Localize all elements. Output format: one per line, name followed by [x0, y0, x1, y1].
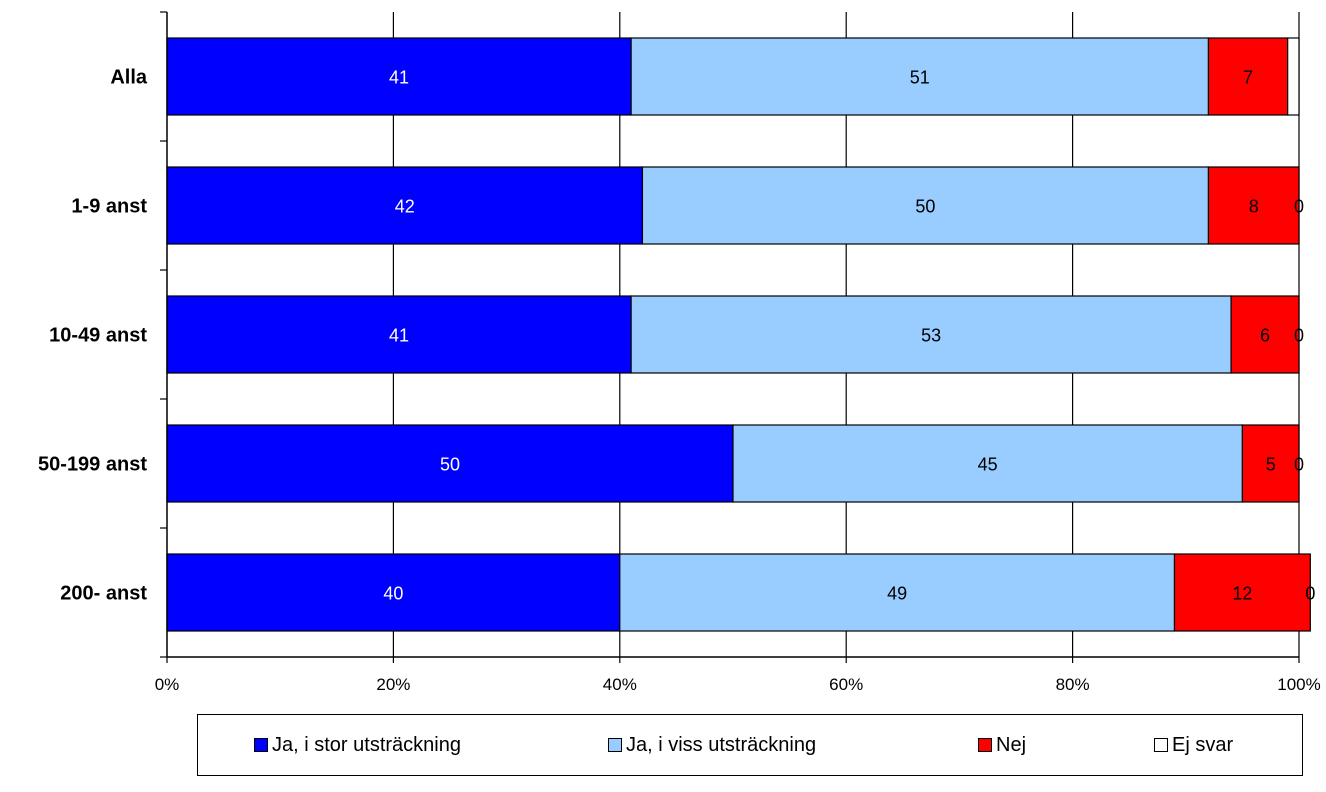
x-tick-label: 20% — [376, 675, 410, 694]
data-label: 7 — [1243, 68, 1253, 88]
bar-segment — [1287, 37, 1300, 116]
bar-segment — [630, 37, 1210, 116]
category-label: 200- anst — [60, 583, 147, 605]
data-label: 50 — [915, 197, 935, 217]
bar-segment — [1241, 424, 1300, 503]
bar-segment — [732, 424, 1243, 503]
bar-segment — [166, 37, 632, 116]
legend: Ja, i stor utsträckning Ja, i viss utstr… — [197, 714, 1303, 776]
bar-segment — [1207, 166, 1300, 245]
category-label: 50-199 anst — [38, 454, 147, 476]
category-label: Alla — [110, 67, 148, 89]
data-label: 8 — [1249, 197, 1259, 217]
bars — [166, 37, 1311, 632]
legend-swatch — [978, 738, 992, 752]
x-tick-label: 60% — [829, 675, 863, 694]
data-label: 41 — [389, 68, 409, 88]
bar-segment — [166, 424, 734, 503]
bar-segment — [641, 166, 1210, 245]
legend-item-ej-svar: Ej svar — [1154, 733, 1234, 756]
data-label: 0 — [1294, 326, 1304, 346]
data-label: 5 — [1266, 455, 1276, 475]
data-label: 51 — [910, 68, 930, 88]
data-label: 6 — [1260, 326, 1270, 346]
data-label: 12 — [1232, 584, 1252, 604]
legend-label: Ej svar — [1172, 733, 1234, 756]
data-label: 53 — [921, 326, 941, 346]
bar-segment — [1207, 37, 1289, 116]
legend-swatch — [608, 738, 622, 752]
data-label: 0 — [1305, 584, 1315, 604]
data-label: 50 — [440, 455, 460, 475]
axes: 0% 20% 40% 60% 80% 100% Alla 1-9 anst 10-49 anst… — [38, 11, 1321, 694]
data-label: 0 — [1294, 197, 1304, 217]
category-label: 1-9 anst — [71, 196, 147, 218]
legend-label: Nej — [996, 733, 1027, 756]
x-tick-label: 80% — [1056, 675, 1090, 694]
x-tick-label: 40% — [603, 675, 637, 694]
data-labels: 41 51 742 50 8 041 53 6 050 45 5 040 49 12 0 — [383, 68, 1315, 604]
legend-item-nej: Nej — [978, 733, 1027, 756]
legend-swatch — [254, 738, 268, 752]
stacked-bar-chart: 41 51 742 50 8 041 53 6 050 45 5 040 49 12 0 0% 20% 40% 6… — [38, 11, 1321, 694]
bar-segment — [1230, 295, 1300, 374]
bar-segment — [166, 295, 632, 374]
bar-segment — [1173, 553, 1311, 632]
legend-label: Ja, i viss utsträckning — [626, 733, 817, 756]
data-label: 42 — [395, 197, 415, 217]
data-label: 45 — [978, 455, 998, 475]
data-label: 41 — [389, 326, 409, 346]
x-tick-label: 100% — [1277, 675, 1320, 694]
legend-label: Ja, i stor utsträckning — [272, 733, 461, 756]
legend-item-ja-stor: Ja, i stor utsträckning — [254, 733, 461, 756]
legend-swatch — [1154, 738, 1168, 752]
data-label: 40 — [383, 584, 403, 604]
data-label: 49 — [887, 584, 907, 604]
x-tick-label: 0% — [155, 675, 180, 694]
bar-segment — [619, 553, 1176, 632]
bar-segment — [166, 166, 644, 245]
data-label: 0 — [1294, 455, 1304, 475]
legend-item-ja-viss: Ja, i viss utsträckning — [608, 733, 817, 756]
category-label: 10-49 anst — [49, 325, 147, 347]
